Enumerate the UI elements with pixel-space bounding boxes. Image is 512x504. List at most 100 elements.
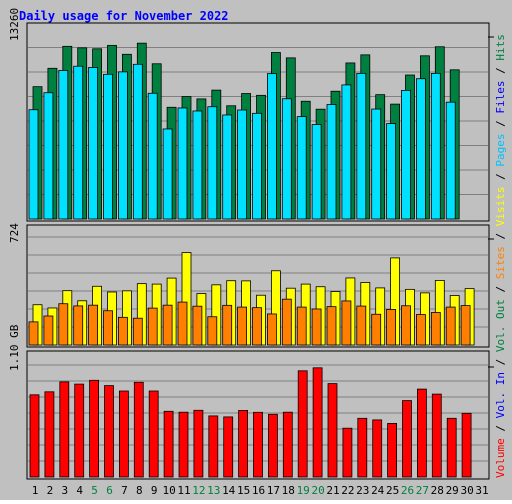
- visits-panel-bar-sites-day-30: [460, 305, 471, 346]
- legend-entry-in: In: [494, 372, 507, 385]
- hits-panel-bar-files-day-8: [132, 63, 143, 220]
- visits-panel-bar-sites-day-8: [132, 317, 143, 346]
- legend-separator: /: [494, 279, 507, 299]
- legend-entry-vol: Vol.: [494, 326, 507, 353]
- visits-panel-bar-sites-day-24: [371, 313, 382, 346]
- volume-panel-bar-volume-day-16: [253, 411, 263, 478]
- legend-entry-pages: Pages: [494, 134, 507, 167]
- x-tick-label-day-1: 1: [32, 484, 39, 497]
- volume-panel-bar-volume-day-9: [148, 390, 159, 478]
- x-tick-label-day-15: 15: [237, 484, 250, 497]
- visits-panel-bar-sites-day-4: [73, 305, 84, 346]
- legend-separator: [494, 319, 507, 326]
- volume-panel-bar-volume-day-23: [357, 417, 368, 478]
- x-tick-label-day-25: 25: [386, 484, 399, 497]
- visits-panel-bar-sites-day-23: [356, 305, 367, 346]
- volume-panel-bar-volume-day-2: [44, 391, 55, 478]
- x-tick-label-day-27: 27: [416, 484, 429, 497]
- hits-panel-bar-files-day-7: [118, 71, 128, 220]
- visits-panel-bar-sites-day-6: [103, 310, 113, 346]
- x-tick-label-day-6: 6: [106, 484, 113, 497]
- visits-panel-bar-sites-day-14: [222, 304, 233, 346]
- volume-panel-bar-volume-day-26: [402, 400, 412, 478]
- volume-panel-bar-volume-day-5: [89, 379, 99, 478]
- visits-panel-bar-sites-day-12: [192, 305, 203, 346]
- visits-panel-bar-sites-day-26: [401, 305, 411, 346]
- hits-panel-bar-files-day-27: [415, 78, 426, 220]
- visits-panel-bar-sites-day-7: [118, 316, 128, 346]
- hits-panel-bar-files-day-26: [401, 89, 411, 220]
- legend-separator: /: [494, 226, 507, 246]
- hits-panel-bar-files-day-21: [326, 104, 337, 220]
- x-tick-label-day-8: 8: [136, 484, 143, 497]
- volume-panel-bar-volume-day-3: [59, 381, 70, 478]
- visits-panel-bar-sites-day-10: [162, 304, 173, 346]
- legend-separator: [494, 385, 507, 392]
- x-tick-label-day-28: 28: [431, 484, 444, 497]
- hits-panel-bar-files-day-16: [252, 112, 262, 220]
- x-tick-label-day-12: 12: [192, 484, 205, 497]
- volume-panel-bar-volume-day-13: [208, 415, 219, 478]
- x-tick-label-day-7: 7: [121, 484, 128, 497]
- x-tick-label-day-13: 13: [207, 484, 220, 497]
- x-tick-label-day-2: 2: [47, 484, 54, 497]
- x-tick-label-day-18: 18: [282, 484, 295, 497]
- visits-panel-bar-sites-day-21: [326, 306, 337, 346]
- volume-panel-bar-volume-day-22: [342, 427, 353, 478]
- x-tick-label-day-22: 22: [341, 484, 354, 497]
- volume-panel-bar-volume-day-12: [193, 409, 204, 478]
- volume-panel-bar-volume-day-17: [267, 413, 278, 478]
- hits-panel-bar-files-day-5: [88, 67, 98, 220]
- hits-panel-bar-files-day-15: [237, 109, 248, 220]
- volume-panel-bar-volume-day-27: [416, 388, 427, 478]
- volume-panel-ytick-label: 1.10 GB: [8, 324, 21, 371]
- hits-panel-bar-files-day-12: [192, 110, 203, 220]
- hits-panel-bar-files-day-1: [28, 109, 39, 220]
- x-tick-label-day-3: 3: [61, 484, 68, 497]
- visits-panel-bar-sites-day-15: [237, 306, 248, 346]
- x-tick-label-day-5: 5: [91, 484, 98, 497]
- hits-panel-bar-files-day-13: [207, 106, 218, 220]
- hits-panel-bar-files-day-3: [58, 70, 69, 220]
- visits-panel-bar-sites-day-27: [415, 314, 426, 346]
- volume-panel-bar-volume-day-1: [29, 394, 40, 478]
- volume-panel-bar-volume-day-18: [282, 411, 293, 478]
- visits-panel-bar-sites-day-28: [430, 312, 441, 346]
- hits-panel-bar-files-day-10: [162, 128, 173, 220]
- visits-panel-bar-sites-day-18: [281, 298, 292, 346]
- hits-panel-bar-files-day-4: [73, 65, 84, 220]
- volume-panel-bar-volume-day-8: [133, 381, 144, 478]
- chart-title: Daily usage for November 2022: [19, 9, 229, 23]
- visits-panel-bar-sites-day-22: [341, 300, 352, 346]
- x-tick-label-day-11: 11: [177, 484, 190, 497]
- volume-panel-bar-volume-day-10: [163, 410, 174, 478]
- hits-panel-bar-files-day-14: [222, 114, 233, 220]
- volume-panel-bar-volume-day-29: [446, 417, 457, 478]
- x-tick-label-day-30: 30: [460, 484, 473, 497]
- legend-separator: /: [494, 61, 507, 81]
- legend-entry-files: Files: [494, 81, 507, 114]
- legend-entry-volume: Volume: [494, 438, 507, 478]
- hits-panel-bar-files-day-9: [147, 92, 158, 220]
- hits-panel-bar-files-day-18: [281, 98, 292, 220]
- visits-panel-bar-sites-day-1: [28, 321, 39, 346]
- hits-panel-bar-files-day-28: [430, 72, 441, 220]
- legend-separator: /: [494, 114, 507, 134]
- visits-panel-bar-sites-day-16: [252, 307, 262, 346]
- x-tick-label-day-4: 4: [76, 484, 83, 497]
- visits-panel-bar-sites-day-5: [88, 304, 98, 346]
- hits-panel-bar-files-day-24: [371, 108, 382, 220]
- volume-panel-bar-volume-day-19: [297, 370, 308, 478]
- series-legend: Volume / Vol. In / Vol. Out / Sites / Vi…: [494, 34, 507, 478]
- legend-entry-out: Out: [494, 299, 507, 319]
- hits-panel-bar-files-day-17: [266, 73, 277, 220]
- x-tick-label-day-16: 16: [252, 484, 265, 497]
- legend-entry-vol: Vol.: [494, 392, 507, 419]
- x-tick-label-day-24: 24: [371, 484, 385, 497]
- visits-panel-bar-sites-day-9: [147, 307, 158, 346]
- visits-panel-bar-sites-day-2: [43, 315, 54, 346]
- hits-panel-bar-files-day-20: [311, 124, 322, 220]
- x-tick-label-day-26: 26: [401, 484, 414, 497]
